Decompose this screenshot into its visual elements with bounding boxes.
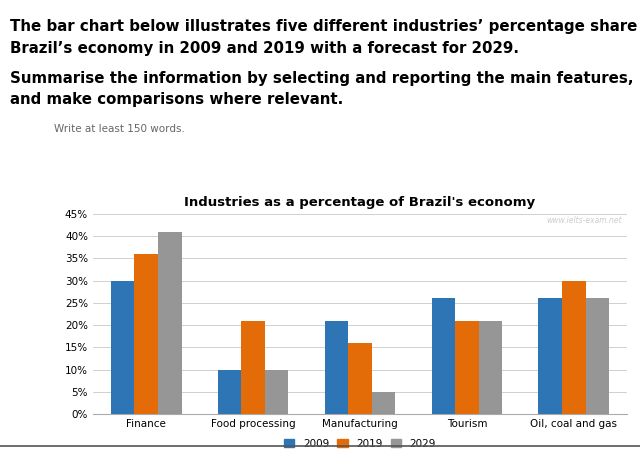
Text: and make comparisons where relevant.: and make comparisons where relevant. — [10, 92, 343, 107]
Bar — [562, 281, 586, 414]
Bar — [586, 298, 609, 414]
Bar — [479, 321, 502, 414]
Text: Brazil’s economy in 2009 and 2019 with a forecast for 2029.: Brazil’s economy in 2009 and 2019 with a… — [10, 41, 518, 56]
Legend: 2009, 2019, 2029: 2009, 2019, 2029 — [280, 435, 440, 453]
Text: Write at least 150 words.: Write at least 150 words. — [54, 124, 185, 134]
Bar — [348, 343, 372, 414]
Bar — [241, 321, 265, 414]
Text: www.ielts-exam.net: www.ielts-exam.net — [546, 216, 622, 225]
Bar — [538, 298, 562, 414]
Bar — [111, 281, 134, 414]
Bar — [455, 321, 479, 414]
Bar — [265, 369, 289, 414]
Bar — [158, 232, 182, 414]
Bar — [218, 369, 241, 414]
Text: The bar chart below illustrates five different industries’ percentage share of: The bar chart below illustrates five dif… — [10, 19, 640, 34]
Bar — [431, 298, 455, 414]
Bar — [134, 254, 158, 414]
Text: Summarise the information by selecting and reporting the main features,: Summarise the information by selecting a… — [10, 71, 633, 86]
Bar — [324, 321, 348, 414]
Bar — [372, 392, 396, 414]
Title: Industries as a percentage of Brazil's economy: Industries as a percentage of Brazil's e… — [184, 196, 536, 208]
